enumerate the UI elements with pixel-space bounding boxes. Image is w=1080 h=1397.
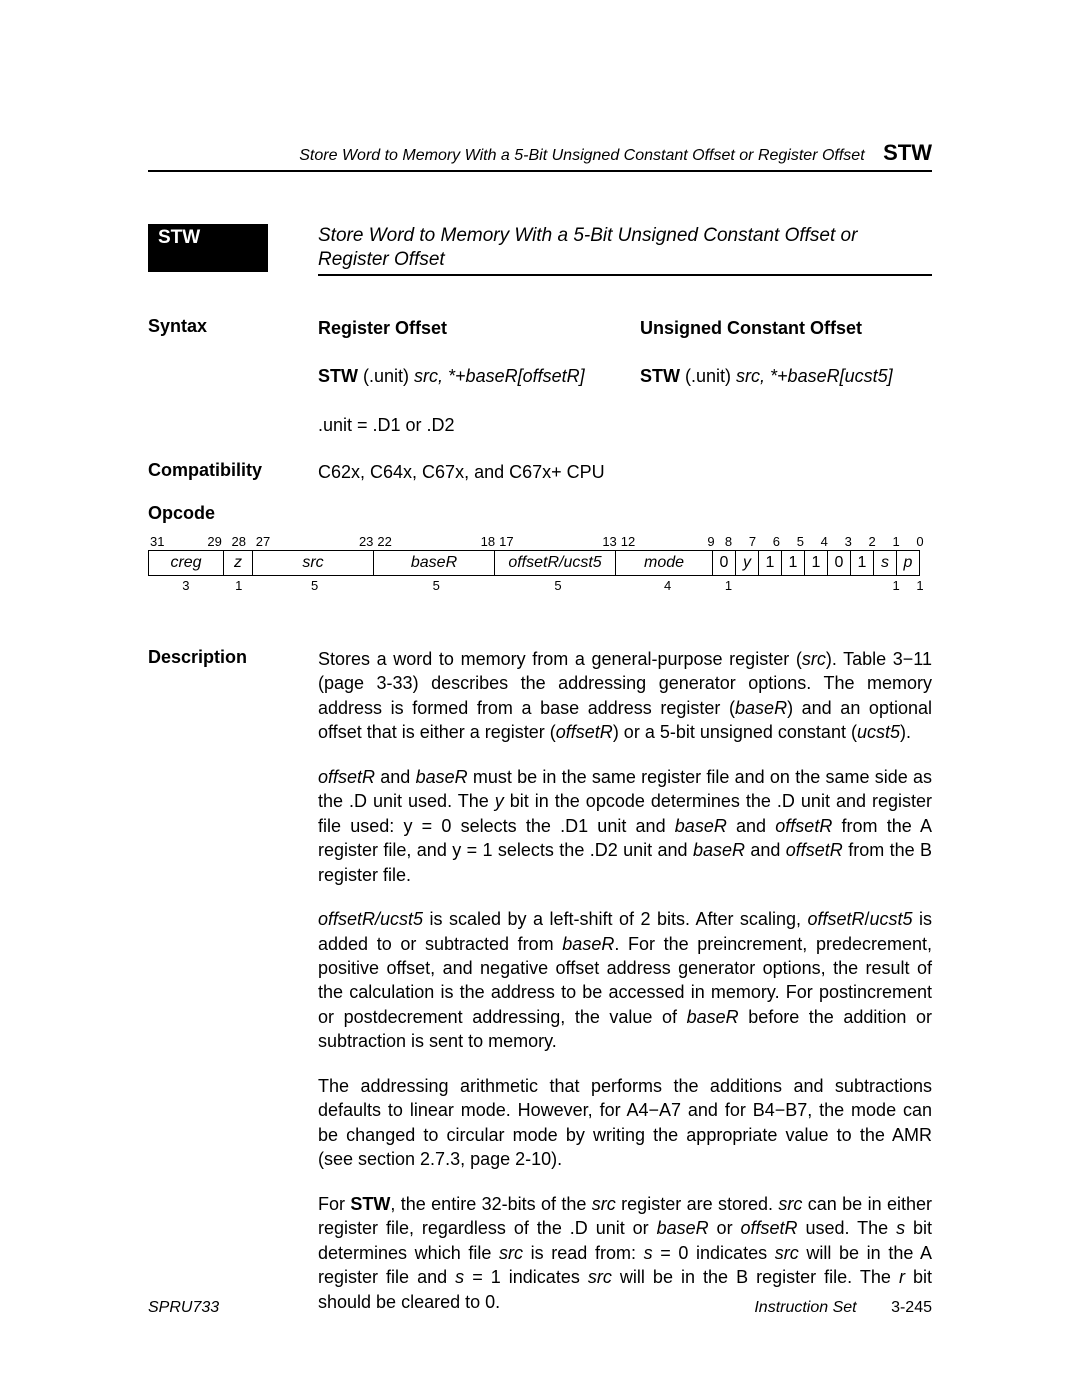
- field-width: 4: [619, 578, 717, 593]
- title-underline: [318, 274, 932, 276]
- description-body: Stores a word to memory from a general-p…: [318, 647, 932, 1334]
- bit-range: 0: [908, 534, 932, 549]
- bit-range: 129: [619, 534, 717, 549]
- bit-range: 1: [884, 534, 908, 549]
- syntax-col1-line: STW (.unit) src, *+baseR[offsetR]: [318, 364, 610, 389]
- description-label: Description: [148, 647, 318, 668]
- syntax-col-constant: Unsigned Constant Offset STW (.unit) src…: [640, 316, 932, 390]
- bit-range: 1713: [497, 534, 619, 549]
- opcode-field: 1: [804, 550, 828, 576]
- title-description: Store Word to Memory With a 5-Bit Unsign…: [318, 224, 932, 272]
- opcode-field: 1: [850, 550, 874, 576]
- mnemonic-box: STW: [148, 224, 268, 272]
- header-mnemonic: STW: [883, 140, 932, 165]
- syntax-col1-head: Register Offset: [318, 316, 610, 341]
- opcode-field: 1: [758, 550, 782, 576]
- opcode-field: baseR: [373, 550, 495, 576]
- field-width-row: 315554111: [148, 578, 932, 593]
- opcode-section: Opcode: [148, 503, 932, 524]
- opcode-field: p: [896, 550, 920, 576]
- bit-range: 7: [740, 534, 764, 549]
- opcode-field: z: [223, 550, 253, 576]
- page: Store Word to Memory With a 5-Bit Unsign…: [0, 0, 1080, 1397]
- field-width: [788, 578, 812, 593]
- description-section: Description Stores a word to memory from…: [148, 647, 932, 1334]
- opcode-label: Opcode: [148, 503, 318, 524]
- field-name-row: cregzsrcbaseRoffsetR/ucst5mode0y11101sp: [148, 550, 932, 576]
- field-width: 3: [148, 578, 224, 593]
- opcode-field: src: [252, 550, 374, 576]
- opcode-field: s: [873, 550, 897, 576]
- footer-doc: SPRU733: [148, 1299, 219, 1317]
- description-paragraph: offsetR/ucst5 is scaled by a left-shift …: [318, 907, 932, 1054]
- bit-range: 3: [836, 534, 860, 549]
- opcode-field: 1: [781, 550, 805, 576]
- bit-range: 5: [788, 534, 812, 549]
- syntax-col2-line: STW (.unit) src, *+baseR[ucst5]: [640, 364, 932, 389]
- field-width: 1: [717, 578, 741, 593]
- field-width: 5: [254, 578, 376, 593]
- field-width: [764, 578, 788, 593]
- running-title: Store Word to Memory With a 5-Bit Unsign…: [299, 147, 864, 164]
- opcode-field: y: [735, 550, 759, 576]
- compatibility-label: Compatibility: [148, 460, 318, 481]
- field-width: 1: [908, 578, 932, 593]
- opcode-table: 312928272322181713129876543210cregzsrcba…: [148, 534, 932, 593]
- footer-right: Instruction Set 3-245: [754, 1299, 932, 1317]
- header-rule: [148, 170, 932, 172]
- compatibility-section: Compatibility C62x, C64x, C67x, and C67x…: [148, 460, 932, 485]
- bit-range: 2: [860, 534, 884, 549]
- field-width: [812, 578, 836, 593]
- opcode-field: creg: [148, 550, 224, 576]
- syntax-section: Syntax Register Offset STW (.unit) src, …: [148, 316, 932, 438]
- bit-range: 28: [224, 534, 254, 549]
- title-row: STW Store Word to Memory With a 5-Bit Un…: [148, 224, 932, 272]
- bit-range: 4: [812, 534, 836, 549]
- syntax-label: Syntax: [148, 316, 318, 337]
- description-paragraph: For STW, the entire 32-bits of the src r…: [318, 1192, 932, 1314]
- description-paragraph: offsetR and baseR must be in the same re…: [318, 765, 932, 887]
- page-footer: SPRU733 Instruction Set 3-245: [148, 1299, 932, 1317]
- opcode-field: 0: [712, 550, 736, 576]
- syntax-col2-head: Unsigned Constant Offset: [640, 316, 932, 341]
- field-width: 5: [375, 578, 497, 593]
- bit-number-row: 312928272322181713129876543210: [148, 534, 932, 549]
- field-width: 1: [224, 578, 254, 593]
- bit-range: 2218: [375, 534, 497, 549]
- opcode-field: 0: [827, 550, 851, 576]
- field-width: [860, 578, 884, 593]
- description-paragraph: The addressing arithmetic that performs …: [318, 1074, 932, 1172]
- syntax-col-register: Register Offset STW (.unit) src, *+baseR…: [318, 316, 610, 390]
- unit-line: .unit = .D1 or .D2: [318, 413, 932, 438]
- field-width: 5: [497, 578, 619, 593]
- description-paragraph: Stores a word to memory from a general-p…: [318, 647, 932, 745]
- bit-range: 6: [764, 534, 788, 549]
- field-width: 1: [884, 578, 908, 593]
- bit-range: 3129: [148, 534, 224, 549]
- opcode-field: mode: [615, 550, 713, 576]
- field-width: [740, 578, 764, 593]
- bit-range: 8: [717, 534, 741, 549]
- running-header: Store Word to Memory With a 5-Bit Unsign…: [148, 140, 932, 166]
- opcode-field: offsetR/ucst5: [494, 550, 616, 576]
- field-width: [836, 578, 860, 593]
- bit-range: 2723: [254, 534, 376, 549]
- compatibility-text: C62x, C64x, C67x, and C67x+ CPU: [318, 460, 932, 485]
